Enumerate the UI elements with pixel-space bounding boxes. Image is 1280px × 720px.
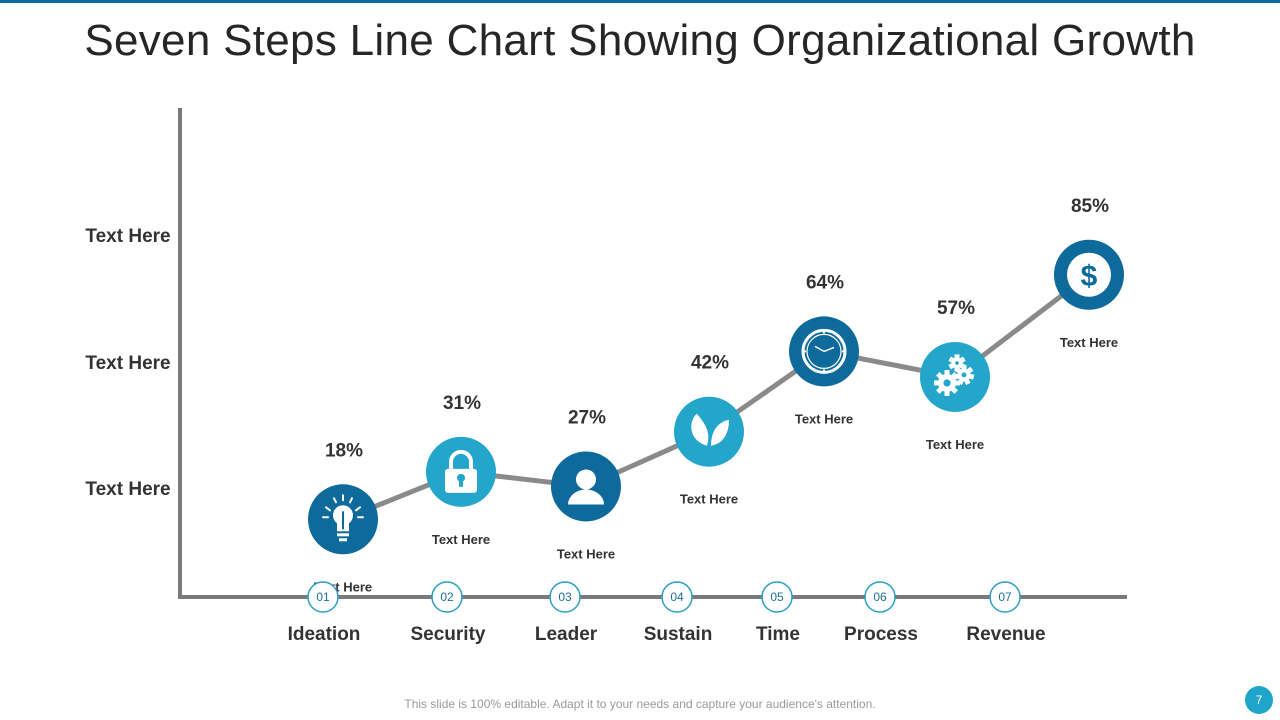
x-tick-label: Sustain (644, 624, 713, 645)
gears-icon (934, 354, 975, 396)
data-point: $ (1054, 239, 1124, 310)
step-number-circle (307, 581, 339, 613)
x-tick-label: Ideation (288, 624, 361, 645)
point-caption: Text Here (795, 411, 853, 426)
point-caption: Text Here (680, 492, 738, 507)
leaf-icon (691, 413, 729, 446)
data-label: 27% (568, 407, 606, 428)
page-number-badge: 7 (1245, 686, 1273, 714)
lock-icon (445, 449, 477, 493)
step-number: 02 (440, 590, 454, 604)
point-caption: Text Here (926, 437, 984, 452)
slide-footer-note: This slide is 100% editable. Adapt it to… (404, 697, 876, 711)
step-number-circle (864, 581, 896, 613)
step-number-circle (661, 581, 693, 613)
lightbulb-icon (322, 494, 364, 542)
point-caption: Text Here (1060, 335, 1118, 350)
step-number: 06 (873, 590, 887, 604)
data-label: 57% (937, 298, 975, 319)
point-caption: Text Here (557, 546, 615, 561)
x-tick-label: Leader (535, 624, 598, 645)
data-point (789, 316, 859, 387)
x-tick-label: Process (844, 624, 918, 645)
dollar-icon: $ (1067, 252, 1111, 297)
point-caption: Text Here (432, 532, 490, 547)
data-point (426, 436, 496, 507)
y-tick-label: Text Here (85, 226, 170, 247)
top-accent-rule (0, 0, 1280, 3)
svg-text:$: $ (1081, 260, 1098, 293)
user-icon (568, 469, 604, 505)
step-number-circle (549, 581, 581, 613)
data-label: 18% (325, 440, 363, 461)
y-tick-label: Text Here (85, 353, 170, 374)
slide-title: Seven Steps Line Chart Showing Organizat… (84, 16, 1196, 65)
clock-icon (801, 328, 847, 374)
step-number: 03 (558, 590, 572, 604)
step-number-circle (761, 581, 793, 613)
step-number: 07 (998, 590, 1012, 604)
data-point (551, 451, 621, 522)
point-marker (674, 396, 744, 467)
x-tick-label: Revenue (966, 624, 1045, 645)
data-label: 85% (1071, 196, 1109, 217)
data-label: 31% (443, 393, 481, 414)
step-number: 05 (770, 590, 784, 604)
step-number-circle (989, 581, 1021, 613)
step-number: 04 (670, 590, 684, 604)
data-label: 64% (806, 272, 844, 293)
x-tick-label: Time (756, 624, 800, 645)
x-tick-label: Security (411, 624, 486, 645)
data-point (920, 341, 990, 412)
step-number-circle (431, 581, 463, 613)
step-number: 01 (316, 590, 330, 604)
data-point (308, 484, 378, 555)
data-point (674, 396, 744, 467)
data-label: 42% (691, 353, 729, 374)
y-tick-label: Text Here (85, 479, 170, 500)
